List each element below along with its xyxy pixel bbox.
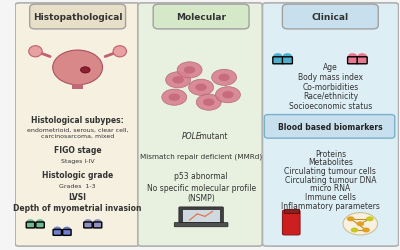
FancyBboxPatch shape: [93, 222, 102, 228]
Text: LVSI: LVSI: [69, 192, 87, 201]
Text: Histologic grade: Histologic grade: [42, 170, 113, 179]
Circle shape: [362, 228, 370, 232]
FancyBboxPatch shape: [174, 223, 228, 227]
Circle shape: [358, 54, 367, 60]
FancyBboxPatch shape: [153, 5, 249, 30]
Ellipse shape: [172, 77, 184, 84]
Text: FIGO stage: FIGO stage: [54, 145, 102, 154]
Text: Histological subypes:: Histological subypes:: [31, 116, 124, 124]
Text: Clinical: Clinical: [312, 13, 349, 22]
FancyBboxPatch shape: [53, 230, 62, 235]
Text: Mismatch repair deficient (MMRd): Mismatch repair deficient (MMRd): [140, 153, 262, 159]
Ellipse shape: [53, 51, 102, 86]
Text: Circulating tumour cells: Circulating tumour cells: [284, 166, 376, 175]
Ellipse shape: [177, 62, 202, 79]
Ellipse shape: [216, 87, 240, 103]
FancyArrowPatch shape: [105, 54, 113, 57]
Circle shape: [283, 54, 292, 60]
Circle shape: [273, 54, 282, 60]
Text: Inflammatory parameters: Inflammatory parameters: [281, 201, 380, 210]
FancyBboxPatch shape: [282, 58, 292, 64]
Ellipse shape: [189, 80, 214, 96]
Ellipse shape: [166, 72, 190, 88]
Text: POLE: POLE: [182, 132, 201, 140]
Text: Immune cells: Immune cells: [305, 192, 356, 201]
Circle shape: [343, 213, 378, 235]
Text: mutant: mutant: [197, 132, 228, 140]
Ellipse shape: [203, 99, 214, 106]
Circle shape: [94, 219, 101, 224]
Circle shape: [54, 227, 61, 232]
Text: Depth of myometrial invasion: Depth of myometrial invasion: [13, 203, 142, 212]
Text: endometrioid, serous, clear cell,
carcinosarcoma, mixed: endometrioid, serous, clear cell, carcin…: [27, 127, 128, 138]
Text: Race/ethnicity: Race/ethnicity: [303, 92, 358, 101]
FancyBboxPatch shape: [138, 4, 262, 246]
Ellipse shape: [184, 67, 195, 74]
FancyBboxPatch shape: [84, 222, 92, 228]
Ellipse shape: [29, 46, 42, 58]
Text: Grades  1-3: Grades 1-3: [59, 183, 96, 188]
Text: micro RNA: micro RNA: [310, 184, 350, 192]
Ellipse shape: [212, 70, 236, 86]
Circle shape: [84, 219, 92, 224]
Text: Histopathological: Histopathological: [33, 13, 122, 22]
Circle shape: [36, 219, 44, 224]
FancyArrowPatch shape: [42, 54, 50, 57]
Circle shape: [63, 227, 71, 232]
FancyBboxPatch shape: [179, 207, 223, 225]
Text: Age: Age: [323, 62, 338, 72]
Circle shape: [348, 54, 357, 60]
Text: Co-morbidities: Co-morbidities: [302, 82, 358, 91]
Text: p53 abnormal: p53 abnormal: [174, 171, 228, 180]
Text: Metabolites: Metabolites: [308, 158, 353, 166]
Ellipse shape: [80, 68, 90, 74]
FancyBboxPatch shape: [63, 230, 71, 235]
FancyBboxPatch shape: [262, 4, 399, 246]
FancyBboxPatch shape: [30, 5, 126, 30]
FancyBboxPatch shape: [36, 222, 44, 228]
Circle shape: [366, 216, 374, 222]
Bar: [284, 209, 299, 213]
FancyBboxPatch shape: [282, 210, 300, 235]
FancyBboxPatch shape: [348, 58, 358, 64]
Circle shape: [356, 222, 364, 226]
Ellipse shape: [218, 74, 230, 82]
FancyBboxPatch shape: [282, 5, 378, 30]
FancyBboxPatch shape: [273, 58, 283, 64]
Text: Proteins: Proteins: [315, 149, 346, 158]
Ellipse shape: [222, 92, 234, 99]
Ellipse shape: [168, 94, 180, 102]
FancyBboxPatch shape: [26, 222, 35, 228]
Ellipse shape: [113, 46, 126, 58]
Text: Body mass index: Body mass index: [298, 72, 363, 81]
Text: Stages I-IV: Stages I-IV: [61, 158, 94, 163]
Text: Socioeconomic status: Socioeconomic status: [289, 102, 372, 111]
Circle shape: [351, 228, 358, 232]
Text: No specific molecular profile
(NSMP): No specific molecular profile (NSMP): [146, 183, 256, 203]
FancyBboxPatch shape: [264, 115, 395, 138]
Circle shape: [347, 216, 354, 222]
Bar: [183, 210, 220, 222]
Text: Blood based biomarkers: Blood based biomarkers: [278, 123, 383, 132]
Text: Circulating tumour DNA: Circulating tumour DNA: [284, 175, 376, 184]
Ellipse shape: [196, 95, 221, 111]
Ellipse shape: [162, 90, 187, 106]
Text: Molecular: Molecular: [176, 13, 226, 22]
Ellipse shape: [195, 84, 207, 92]
FancyBboxPatch shape: [357, 58, 367, 64]
FancyBboxPatch shape: [15, 4, 140, 246]
Circle shape: [27, 219, 34, 224]
Bar: [72, 84, 83, 89]
